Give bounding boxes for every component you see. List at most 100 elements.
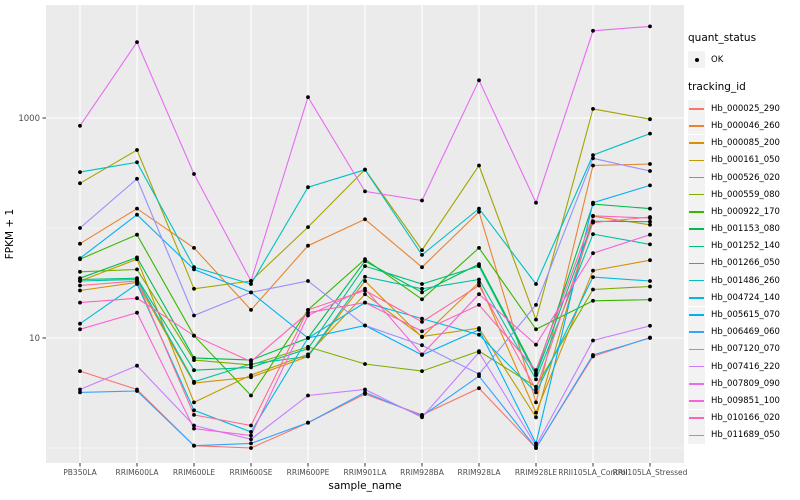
legend-item-Hb_011689_050: Hb_011689_050 [688, 426, 798, 444]
data-point [420, 415, 424, 420]
legend-key-swatch [688, 340, 705, 358]
data-point [648, 297, 652, 302]
data-point [591, 220, 595, 225]
data-point [648, 232, 652, 237]
legend-key-swatch [688, 254, 705, 272]
data-point [591, 268, 595, 273]
data-point [78, 256, 82, 261]
data-point [306, 354, 310, 359]
legend-item-label: Hb_001266_050 [711, 258, 780, 269]
data-point [648, 222, 652, 227]
legend-item-Hb_009851_100: Hb_009851_100 [688, 392, 798, 410]
legend-key-swatch [688, 306, 705, 324]
data-point [591, 298, 595, 303]
legend-item-Hb_001486_260: Hb_001486_260 [688, 272, 798, 290]
data-point [192, 267, 196, 272]
data-point [591, 107, 595, 111]
y-axis-title: FPKM + 1 [4, 209, 16, 259]
data-point [249, 282, 253, 286]
legend-key-swatch [688, 134, 705, 152]
data-point [591, 287, 595, 292]
data-point [78, 300, 82, 305]
data-point [420, 253, 424, 257]
x-tick-label: RRIM928BA [400, 468, 445, 477]
data-point [306, 95, 310, 99]
legend-line-icon [689, 193, 704, 196]
data-point [135, 212, 139, 217]
data-point [78, 321, 82, 326]
data-point [534, 443, 538, 448]
data-point [135, 363, 139, 368]
data-point [249, 290, 253, 295]
data-point [591, 163, 595, 168]
data-point [591, 275, 595, 279]
data-point [591, 353, 595, 357]
data-point [363, 279, 367, 283]
legend-line-icon [689, 228, 704, 230]
legend-line-icon [689, 314, 704, 316]
point-marker-icon [694, 57, 699, 62]
data-point [135, 389, 139, 393]
x-tick-label: RRIM600LE [173, 468, 216, 477]
legend-key-swatch [688, 392, 705, 410]
data-point [477, 210, 481, 214]
data-point [78, 327, 82, 332]
data-point [534, 327, 538, 332]
legend-key-swatch [688, 237, 705, 255]
data-point [420, 198, 424, 203]
data-point [363, 323, 367, 328]
data-point [420, 286, 424, 291]
data-point [363, 390, 367, 395]
data-point [477, 264, 481, 268]
legend-item-Hb_007416_220: Hb_007416_220 [688, 358, 798, 376]
legend-line-icon [689, 108, 704, 110]
data-point [648, 284, 652, 289]
data-point [477, 292, 481, 297]
data-point [192, 286, 196, 291]
legend-line-icon [689, 159, 704, 162]
data-point [477, 246, 481, 250]
legend-item-Hb_005615_070: Hb_005615_070 [688, 306, 798, 324]
legend-item-label: Hb_000526_020 [711, 172, 780, 183]
legend-line-icon [689, 176, 704, 179]
legend-item-label: Hb_006469_060 [711, 327, 780, 338]
data-point [78, 283, 82, 288]
y-tick-label: 10 [29, 334, 40, 344]
data-point [249, 359, 253, 364]
data-point [249, 433, 253, 438]
legend-item-label: Hb_007809_090 [711, 378, 780, 389]
legend-key-swatch [688, 220, 705, 238]
legend-line-icon [689, 383, 704, 385]
legend-item-label: Hb_005615_070 [711, 310, 780, 321]
legend-line-icon [689, 365, 704, 368]
data-point [591, 156, 595, 161]
x-tick-label: RRIM600PE [287, 468, 330, 477]
data-point [534, 368, 538, 373]
legend-item-Hb_000922_170: Hb_000922_170 [688, 203, 798, 221]
data-point [78, 241, 82, 246]
legend-item-Hb_001252_140: Hb_001252_140 [688, 237, 798, 255]
legend-line-icon [689, 434, 704, 437]
legend-item-Hb_007120_070: Hb_007120_070 [688, 340, 798, 358]
data-point [249, 446, 253, 450]
data-point [420, 248, 424, 253]
x-tick-label: PB350LA [63, 468, 97, 477]
data-point [648, 169, 652, 173]
data-point [78, 288, 82, 293]
legend-item-ok: OK [688, 51, 798, 69]
data-point [477, 283, 481, 288]
data-point [363, 387, 367, 392]
legend-item-label: Hb_001252_140 [711, 241, 780, 252]
legend-key-swatch [688, 169, 705, 187]
legend-item-label: Hb_009851_100 [711, 395, 780, 406]
data-point [420, 329, 424, 334]
data-point [78, 123, 82, 128]
data-point [135, 232, 139, 237]
data-point [135, 255, 139, 260]
data-point [78, 390, 82, 395]
data-point [648, 162, 652, 166]
data-point [192, 379, 196, 384]
legend-line-icon [689, 262, 704, 265]
legend-item-label: Hb_001153_080 [711, 224, 780, 235]
